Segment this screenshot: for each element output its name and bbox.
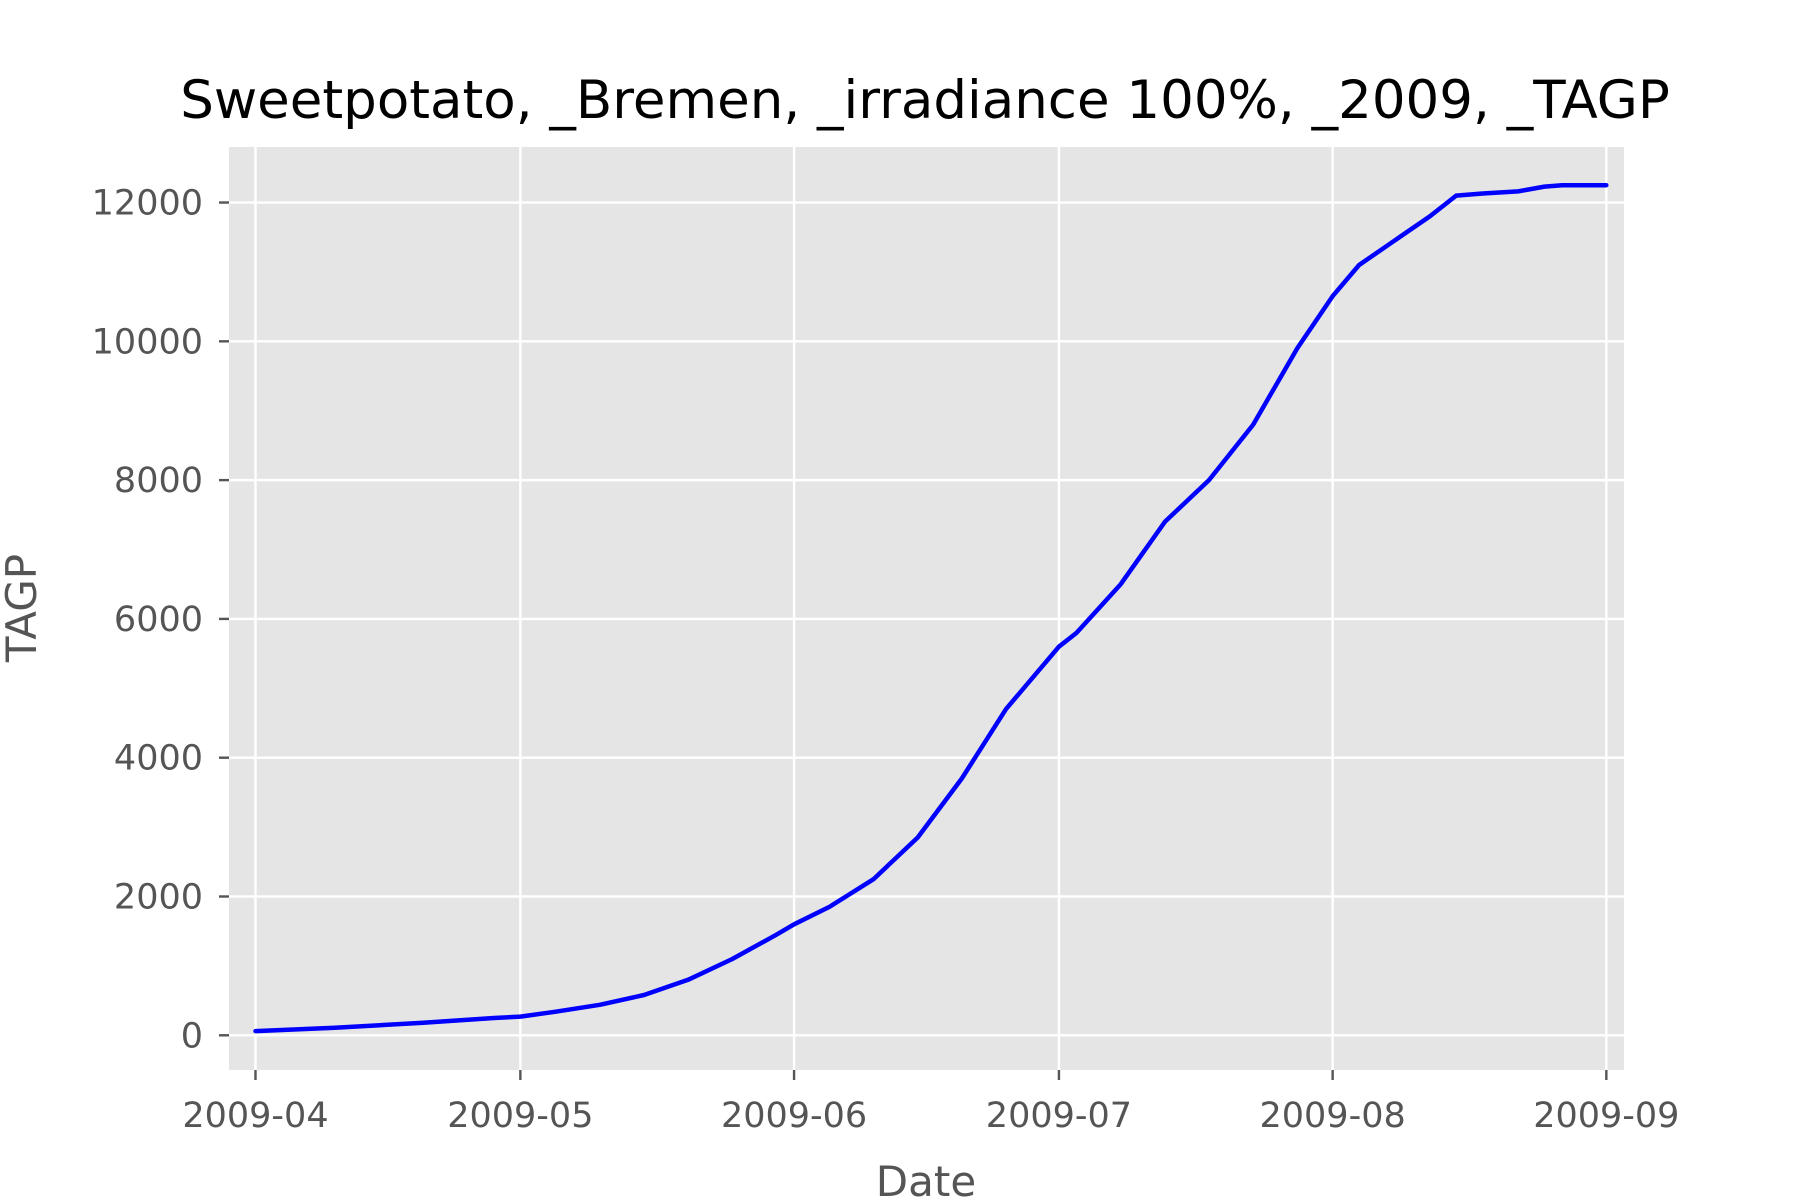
plot-area <box>229 147 1624 1070</box>
series-group <box>253 182 1609 1034</box>
y-tick-label: 2000 <box>114 878 203 918</box>
x-tick-label: 2009-07 <box>986 1096 1132 1136</box>
y-tick-label: 0 <box>181 1016 203 1056</box>
y-tick-label: 12000 <box>92 184 203 224</box>
x-tick-label: 2009-06 <box>721 1096 867 1136</box>
y-tick-label: 8000 <box>114 461 203 501</box>
grid-lines <box>229 147 1624 1070</box>
x-tick-label: 2009-08 <box>1260 1096 1406 1136</box>
x-axis-label: Date <box>876 1157 976 1200</box>
y-tick-label: 4000 <box>114 739 203 779</box>
x-tick-labels: 2009-04 2009-05 2009-06 2009-07 2009-08 2009-… <box>182 1096 1679 1136</box>
y-axis-label: TAGP <box>0 554 46 663</box>
y-tick-label: 10000 <box>92 322 203 362</box>
axis-ticks <box>219 201 1608 1080</box>
x-tick-label: 2009-09 <box>1533 1096 1679 1136</box>
x-tick-label: 2009-04 <box>182 1096 328 1136</box>
y-tick-labels: 0 2000 4000 6000 8000 10000 12000 <box>92 184 203 1057</box>
y-tick-label: 6000 <box>114 600 203 640</box>
x-tick-label: 2009-05 <box>447 1096 593 1136</box>
chart-title: Sweetpotato, _Bremen, _irradiance 100%, … <box>180 70 1670 131</box>
series-line <box>253 182 1609 1034</box>
